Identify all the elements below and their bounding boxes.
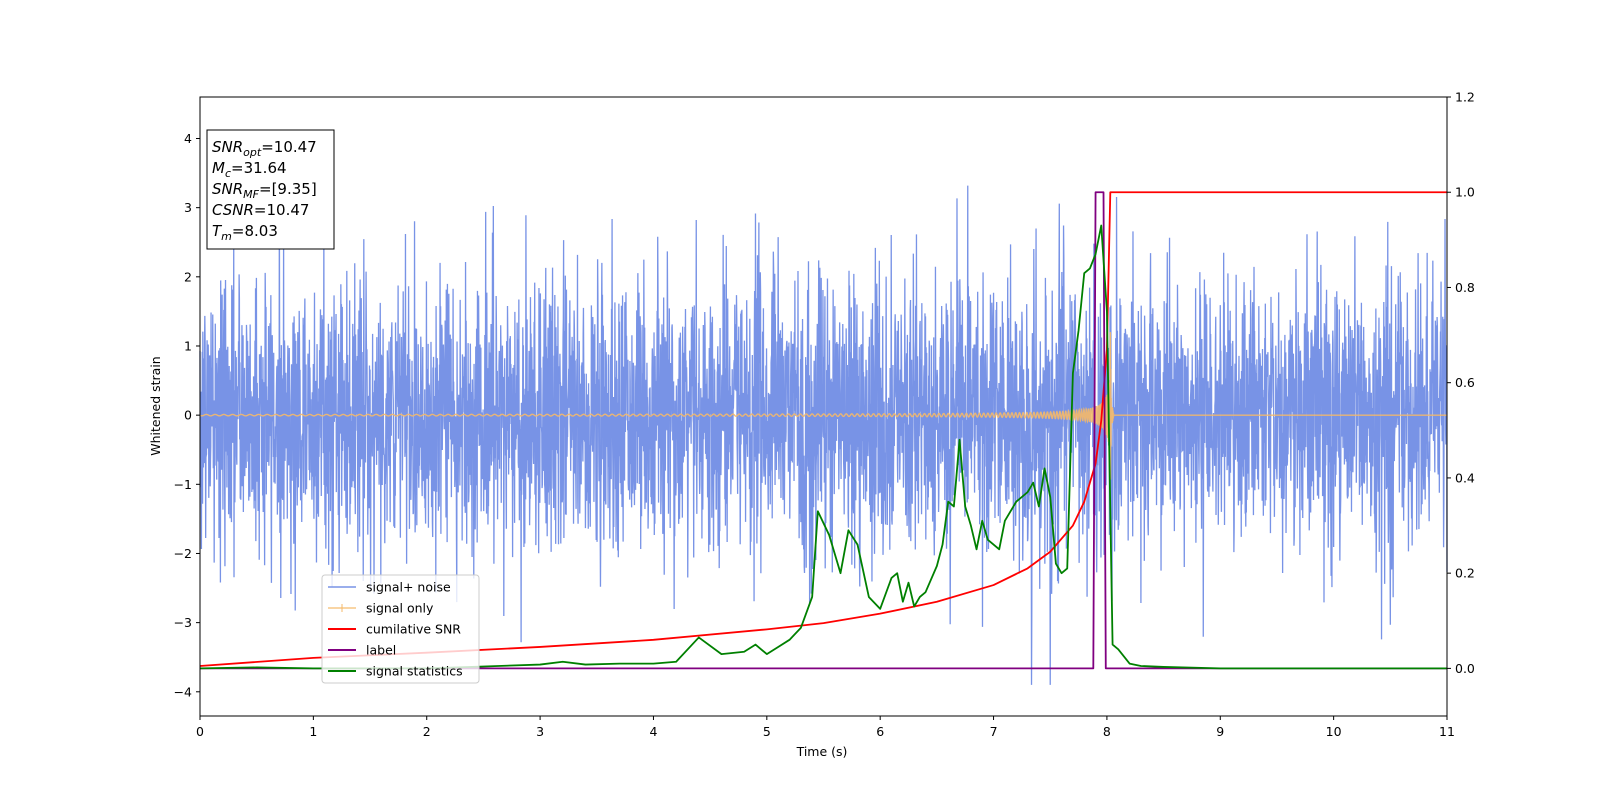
- legend-label: signal+ noise: [366, 580, 451, 595]
- y-left-tick-label: −1: [174, 477, 192, 492]
- y-axis-left: −4 −3 −2 −1 0 1 2 3 4: [174, 131, 200, 699]
- legend-label: signal statistics: [366, 664, 463, 679]
- x-tick-label: 4: [649, 724, 657, 739]
- y-left-tick-label: 1: [184, 338, 192, 353]
- y-right-tick-label: 0.8: [1455, 280, 1475, 295]
- stats-box-frame: [206, 129, 335, 250]
- y-right-tick-label: 0.6: [1455, 375, 1475, 390]
- cumulative-snr-series: [199, 191, 1447, 667]
- y-right-tick-label: 0.4: [1455, 470, 1475, 485]
- y-right-tick-label: 0.0: [1455, 661, 1475, 676]
- x-tick-label: 9: [1216, 724, 1224, 739]
- signal-noise-line: [199, 185, 1448, 685]
- x-axis-title: Time (s): [796, 744, 848, 759]
- x-tick-label: 1: [309, 724, 317, 739]
- legend-label: signal only: [366, 601, 434, 616]
- x-tick-label: 10: [1326, 724, 1342, 739]
- signal-statistics-series: [199, 224, 1447, 670]
- y-axis-right: 0.0 0.2 0.4 0.6 0.8 1.0 1.2: [1447, 90, 1475, 676]
- y-left-tick-label: −3: [174, 615, 192, 630]
- signal-only-series: [199, 332, 1447, 480]
- legend-frame: [321, 574, 480, 684]
- y-left-tick-label: 2: [184, 269, 192, 284]
- x-tick-label: 8: [1103, 724, 1111, 739]
- x-tick-label: 2: [423, 724, 431, 739]
- y-right-tick-label: 1.0: [1455, 185, 1475, 200]
- x-tick-label: 5: [763, 724, 771, 739]
- plot-frame: [199, 96, 1448, 717]
- x-tick-label: 3: [536, 724, 544, 739]
- signal-only-line: [199, 332, 1447, 480]
- stats-line: CSNR=10.47: [212, 201, 309, 219]
- label-series: [200, 191, 1447, 670]
- y-right-tick-label: 1.2: [1455, 90, 1475, 105]
- x-tick-label: 0: [196, 724, 204, 739]
- y-left-tick-label: −4: [174, 684, 192, 699]
- y-right-tick-label: 0.2: [1455, 566, 1475, 581]
- stats-line: Mc=31.64: [212, 159, 287, 180]
- legend: signal+ noise signal only cumilative SNR la…: [321, 574, 480, 684]
- stats-line: SNRopt=10.47: [212, 138, 317, 159]
- x-tick-label: 6: [876, 724, 884, 739]
- y-left-tick-label: 4: [184, 131, 192, 146]
- legend-label: label: [366, 643, 396, 658]
- y-left-tick-label: 3: [184, 200, 192, 215]
- y-left-tick-label: 0: [184, 408, 192, 423]
- y-axis-title: Whitened strain: [148, 356, 163, 455]
- y-left-tick-label: −2: [174, 546, 192, 561]
- cumulative-snr-line: [199, 191, 1447, 667]
- stats-box: SNRopt=10.47Mc=31.64SNRMF=[9.35]CSNR=10.…: [206, 129, 335, 250]
- stats-line: SNRMF=[9.35]: [212, 180, 317, 201]
- x-tick-label: 7: [990, 724, 998, 739]
- label-line: [200, 191, 1447, 670]
- stats-line: Tm=8.03: [212, 222, 278, 243]
- signal-noise-series: [199, 185, 1448, 685]
- signal-statistics-line: [199, 224, 1447, 670]
- legend-label: cumilative SNR: [366, 622, 461, 637]
- x-axis: 0 1 2 3 4 5 6 7 8 9 10 11: [196, 716, 1455, 739]
- x-tick-label: 11: [1439, 724, 1455, 739]
